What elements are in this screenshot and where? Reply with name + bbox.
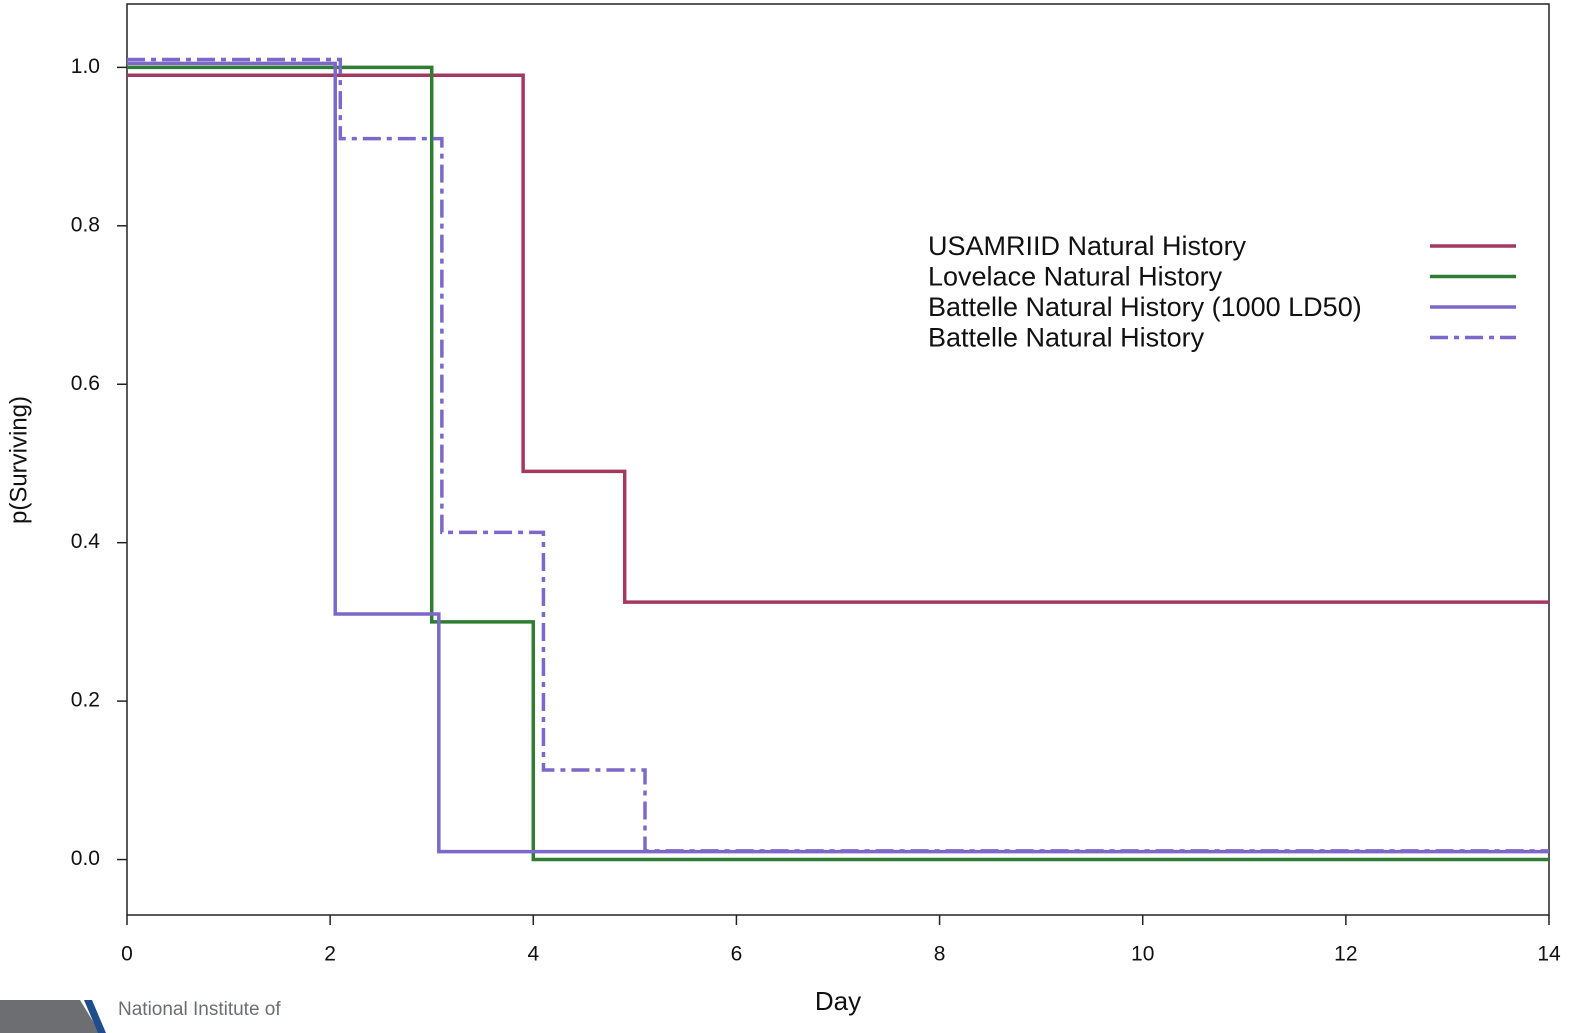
logo-stripe xyxy=(84,1000,106,1033)
survival-line xyxy=(127,65,1549,862)
survival-line xyxy=(127,61,1549,854)
legend-label: Lovelace Natural History xyxy=(928,262,1223,292)
x-tick-label: 10 xyxy=(1131,943,1154,966)
y-tick-label: 1.0 xyxy=(71,55,100,78)
legend-label: Battelle Natural History xyxy=(928,323,1205,353)
x-tick-label: 2 xyxy=(324,943,336,966)
x-tick-label: 14 xyxy=(1537,943,1561,966)
x-tick-label: 12 xyxy=(1334,943,1357,966)
x-tick-label: 6 xyxy=(731,943,743,966)
legend-label: Battelle Natural History (1000 LD50) xyxy=(928,292,1362,322)
y-tick-label: 0.4 xyxy=(71,530,101,553)
legend-label: USAMRIID Natural History xyxy=(928,231,1247,261)
logo-block xyxy=(0,1000,100,1033)
y-axis-label: p(Surviving) xyxy=(5,396,32,524)
x-tick-label: 8 xyxy=(934,943,946,966)
plot-frame xyxy=(126,3,1550,916)
x-axis-label: Day xyxy=(815,986,861,1016)
x-tick-label: 4 xyxy=(527,943,539,966)
survival-line xyxy=(127,73,1549,604)
y-tick-label: 0.6 xyxy=(71,372,100,395)
y-tick-label: 0.0 xyxy=(71,847,100,870)
footer-text: National Institute of xyxy=(118,999,281,1020)
y-tick-label: 0.2 xyxy=(71,689,100,712)
survival-line xyxy=(127,57,1549,853)
y-tick-label: 0.8 xyxy=(71,213,100,236)
x-tick-label: 0 xyxy=(121,943,133,966)
